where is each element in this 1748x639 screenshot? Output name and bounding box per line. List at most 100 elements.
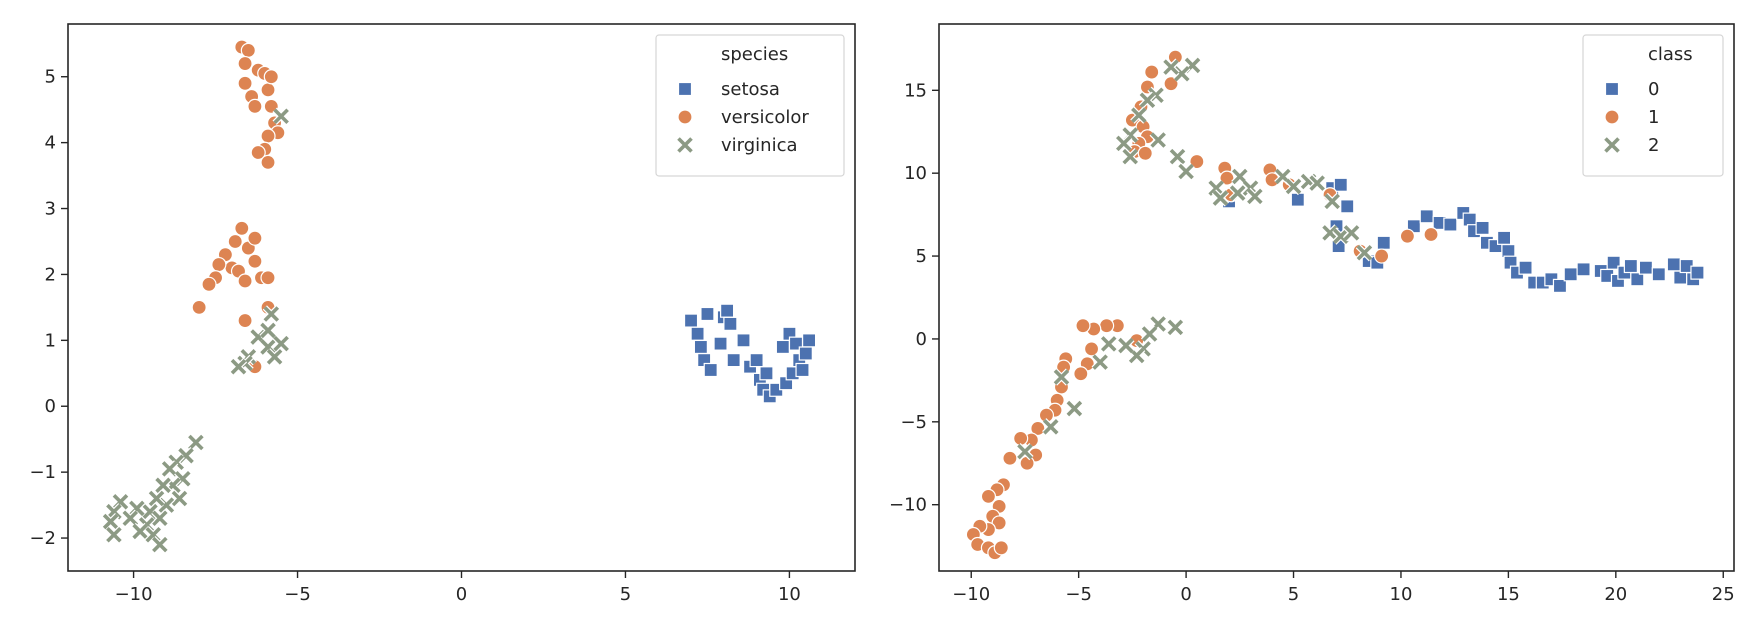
data-point [1075,318,1091,334]
series-versicolor [191,39,286,375]
data-point [1130,106,1148,124]
legend-marker [676,136,694,154]
data-point [260,128,276,144]
data-point [237,75,253,91]
data-point [683,313,699,328]
data-point [1518,260,1533,275]
data-point [1100,335,1118,353]
data-point [1308,174,1326,192]
x-tick-label: −5 [284,584,311,605]
y-tick-label: 4 [45,133,56,154]
legend-box [655,34,845,177]
data-point [170,489,189,508]
data-point [1117,336,1135,355]
data-point [141,503,159,521]
data-point [1419,209,1434,224]
data-point [1207,179,1225,197]
data-point [201,276,217,292]
data-point [211,256,227,273]
data-point [720,303,735,318]
y-tick-label: 15 [904,80,927,101]
data-point [801,333,817,348]
x-tick-label: 5 [1288,584,1299,605]
y-tick-label: 0 [916,329,927,350]
legend-title: class [1648,44,1693,65]
data-point [1162,58,1180,76]
data-point [1290,192,1305,207]
data-point [102,512,120,531]
data-point [259,321,277,340]
y-tick-label: −1 [29,462,56,483]
legend: species setosa versicolor virginica [655,34,845,177]
data-point [240,42,256,58]
data-point [795,362,810,378]
data-point [1231,167,1249,186]
series-setosa [683,303,817,404]
data-point [105,503,123,521]
data-point [250,144,266,161]
data-point [726,353,741,368]
x-tick-label: 10 [778,584,801,605]
data-point [1168,147,1187,166]
data-point [1563,267,1578,282]
data-point [700,306,715,322]
data-point [1189,153,1205,170]
data-point [1052,368,1071,386]
data-point [105,526,123,544]
data-point [1016,443,1034,461]
data-point [1651,267,1666,282]
data-point [263,69,279,85]
data-point [121,509,139,527]
y-tick-label: −10 [889,495,927,516]
data-point [1002,450,1018,466]
data-point [1374,248,1390,264]
legend-label: versicolor [721,107,809,128]
data-point [1630,272,1645,287]
x-tick-label: 10 [1390,584,1413,605]
data-point [993,540,1009,556]
data-point [1576,262,1591,277]
data-point [1091,353,1109,371]
data-point [1065,399,1083,418]
data-point [991,515,1007,531]
y-tick-label: 2 [45,264,56,285]
data-point [1399,228,1416,244]
data-point [1073,366,1089,382]
data-point [1443,217,1458,232]
x-tick-label: 5 [620,584,631,605]
y-tick-label: 5 [45,67,56,88]
legend-marker [1604,109,1620,125]
data-point [1475,220,1490,235]
data-point [151,536,169,554]
series-2 [1016,56,1374,461]
data-point [1323,192,1341,210]
data-point [1376,235,1391,250]
y-tick-label: 5 [916,246,927,267]
data-point [1229,184,1247,202]
legend-marker [1604,81,1620,97]
x-tick-label: 0 [456,584,467,605]
data-point [1163,76,1179,92]
legend-marker [677,81,693,97]
data-point [736,333,751,348]
data-point [1211,189,1230,207]
legend-marker [1603,136,1621,154]
y-tick-label: 0 [45,396,56,417]
data-point [798,346,813,361]
data-point [265,348,284,366]
x-tick-label: −10 [115,584,153,605]
chart-species: −10 −5 0 5 10−2−1012345speciessetosaversicol… [29,23,856,605]
data-point [1355,244,1374,262]
legend-label: 2 [1648,135,1659,156]
y-tick-label: −5 [900,412,927,433]
data-point [1340,199,1355,214]
legend-marker [677,109,693,125]
x-tick-label: 15 [1497,584,1520,605]
legend-title: species [721,44,788,65]
data-point [272,107,290,125]
data-point [1690,265,1705,280]
data-point [690,326,705,341]
data-point [1423,226,1439,243]
data-point [151,509,169,527]
